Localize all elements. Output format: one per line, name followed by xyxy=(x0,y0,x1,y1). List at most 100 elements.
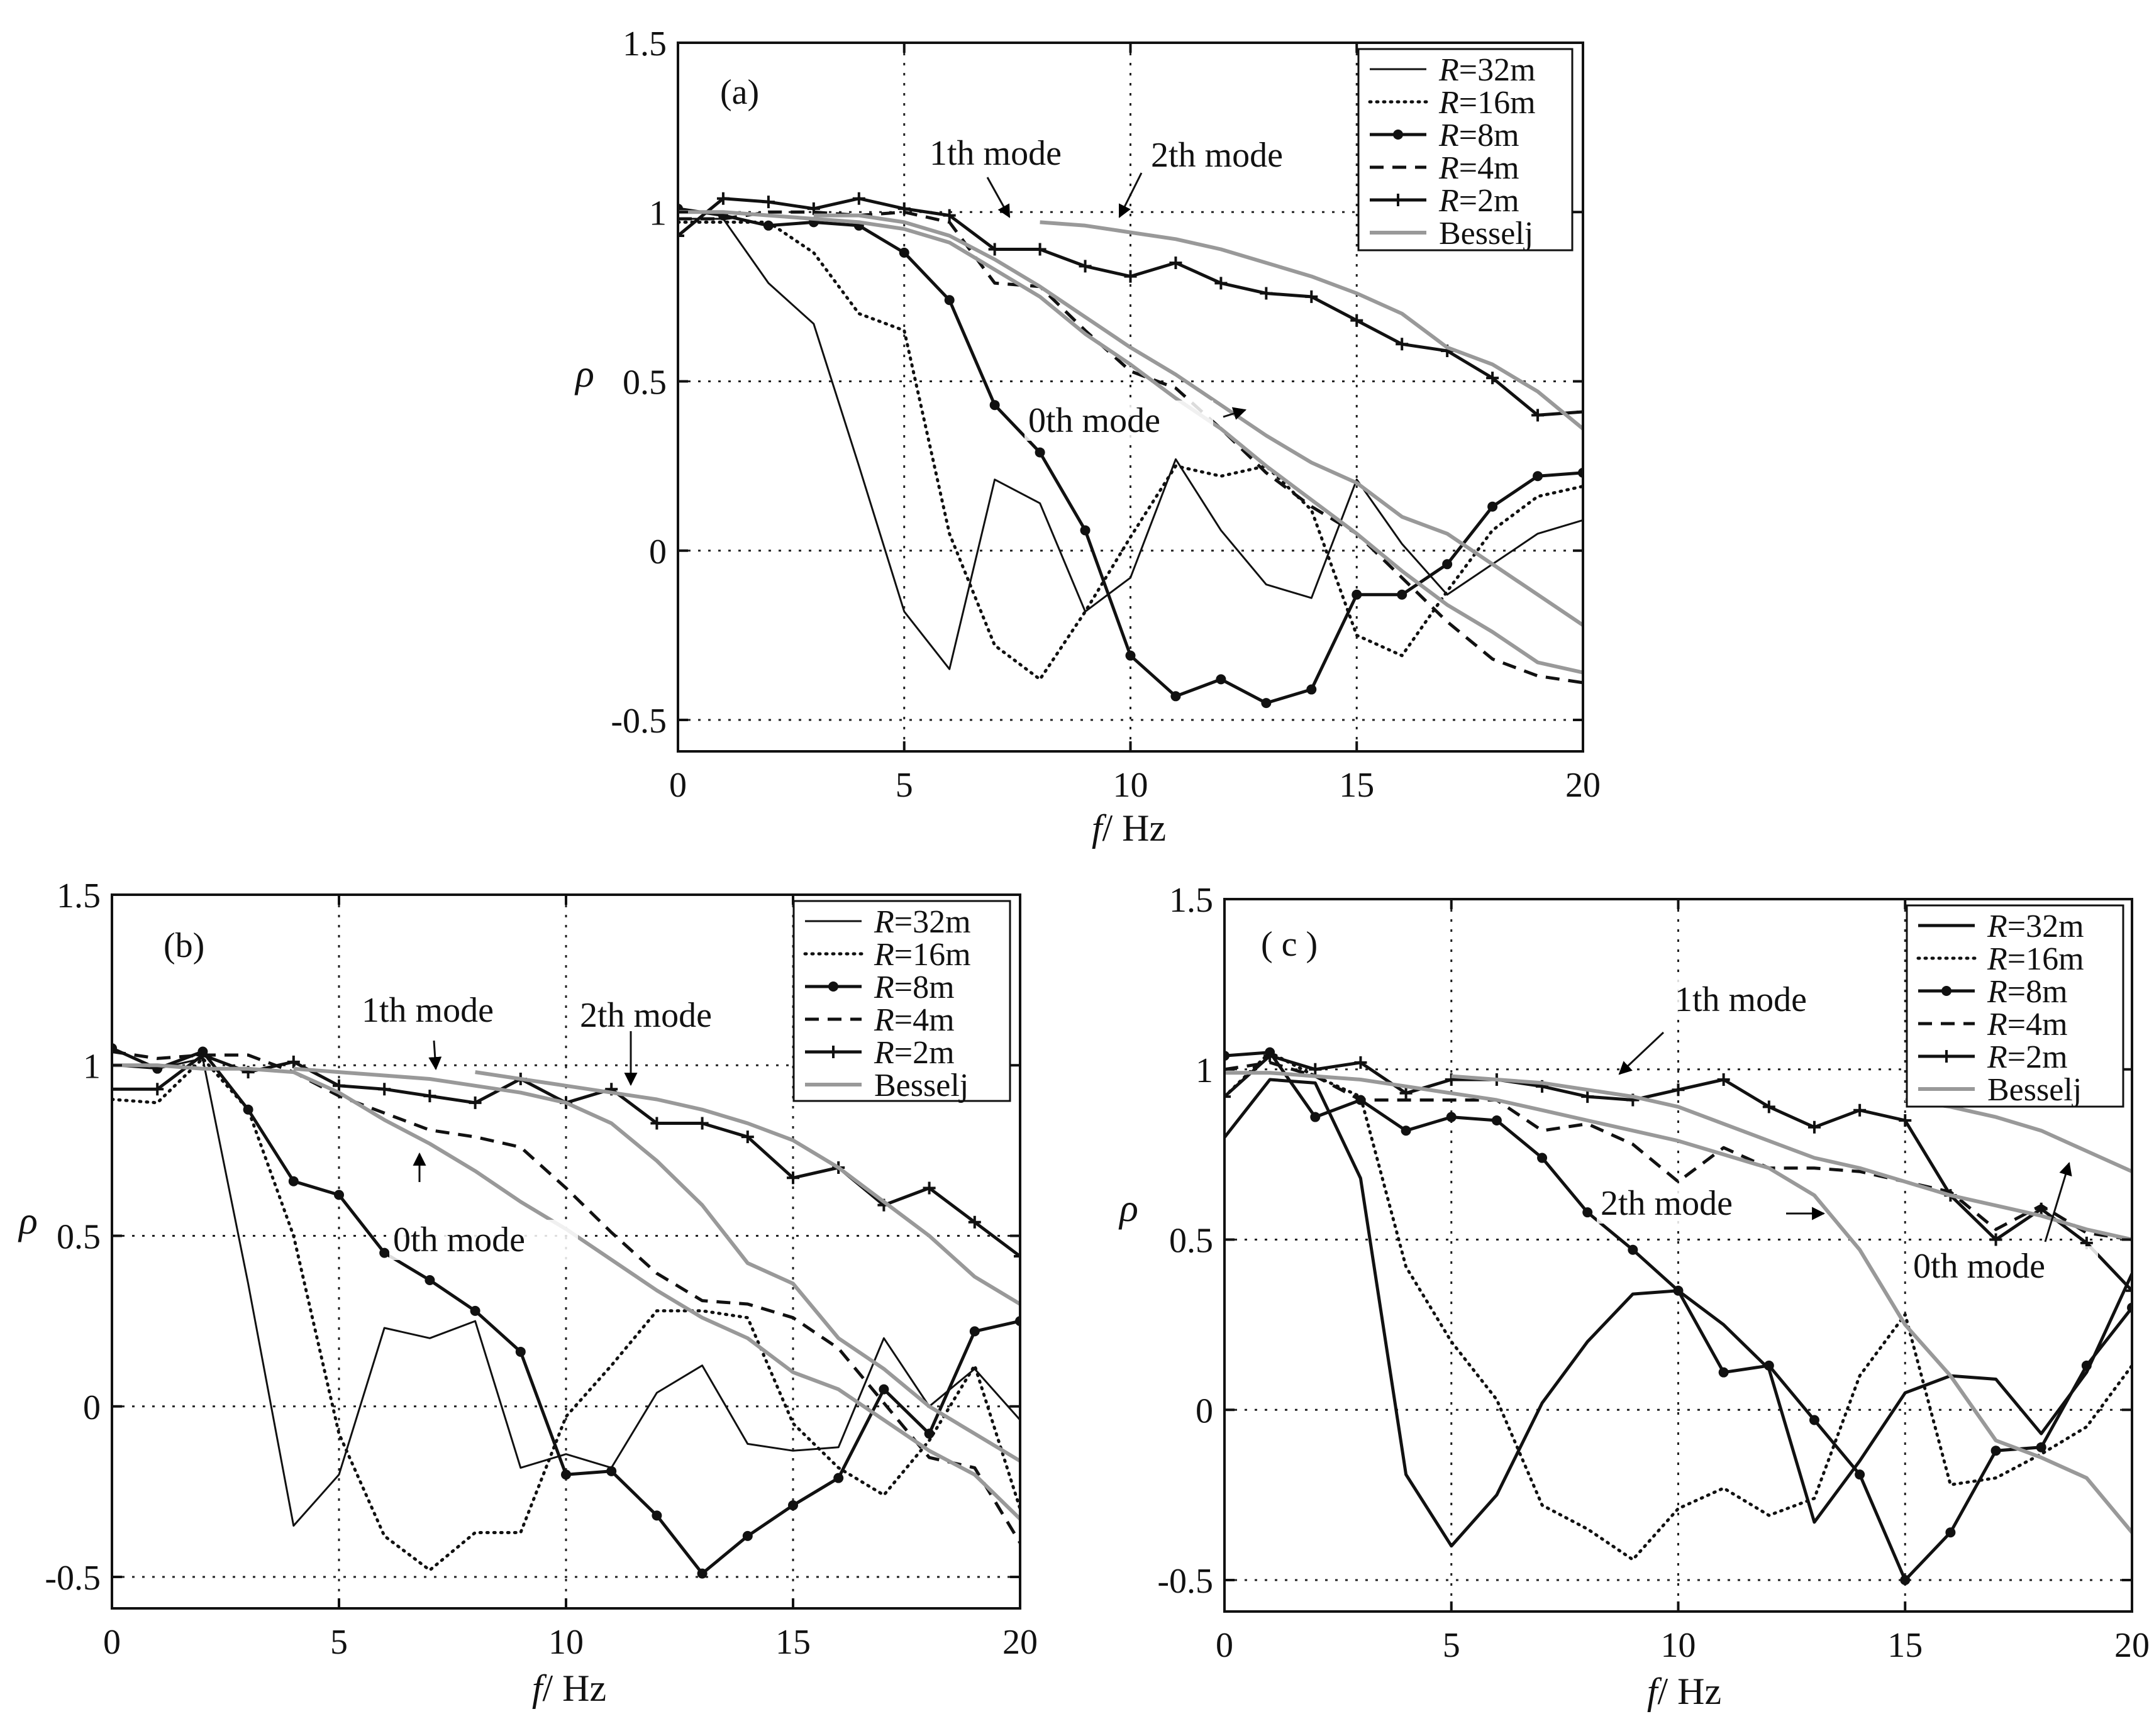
legend-value: =16m xyxy=(894,937,971,973)
data-point xyxy=(1352,589,1362,600)
data-point xyxy=(1899,1114,1912,1127)
legend-label: Besselj xyxy=(1987,1072,2082,1108)
annotation-arrow xyxy=(1223,407,1247,420)
data-point xyxy=(1445,1073,1458,1086)
data-point xyxy=(1305,290,1318,303)
series-line-r-32m xyxy=(112,1057,1020,1527)
data-point xyxy=(1989,1233,2002,1246)
legend-var: R xyxy=(874,1002,894,1038)
data-point xyxy=(1628,1244,1638,1255)
data-point xyxy=(1401,1125,1411,1136)
legend-var: R xyxy=(1438,183,1459,219)
data-point xyxy=(852,192,865,205)
annotation-label: 2th mode xyxy=(580,996,712,1035)
series-line-besselj-0th xyxy=(112,1063,1020,1520)
annotation-arrow xyxy=(1618,1031,1665,1075)
legend-label: Besselj xyxy=(874,1068,969,1103)
legend-var: R xyxy=(1438,52,1459,88)
annotation-bg xyxy=(1597,1183,1785,1224)
y-tick-label: -0.5 xyxy=(1157,1562,1213,1601)
annotation-label: 2th mode xyxy=(1601,1184,1733,1223)
data-point xyxy=(1260,287,1273,300)
data-point xyxy=(897,202,911,215)
data-point xyxy=(1900,1575,1911,1585)
data-point xyxy=(1170,691,1181,702)
x-axis-unit: / Hz xyxy=(543,1667,607,1709)
data-point xyxy=(787,1171,799,1185)
legend-value: =4m xyxy=(2007,1007,2068,1042)
legend-label: R=32m xyxy=(1438,52,1536,88)
data-point xyxy=(379,1247,390,1258)
legend-label: R=2m xyxy=(1438,183,1519,219)
data-point xyxy=(1442,559,1453,570)
data-point xyxy=(652,1510,662,1521)
data-point xyxy=(1577,405,1583,418)
annotation-arrow xyxy=(428,1040,442,1071)
data-point xyxy=(1214,277,1228,290)
data-point xyxy=(1306,684,1317,695)
data-point xyxy=(2126,1284,2132,1297)
annotation-label: 1th mode xyxy=(1675,980,1807,1019)
annotation-label: 0th mode xyxy=(1913,1247,2045,1286)
series-line-besselj-2th xyxy=(1040,220,1583,431)
legend-label: R=4m xyxy=(1438,150,1519,186)
series-line-besselj-2th xyxy=(1904,1098,2132,1173)
legend-label: R=16m xyxy=(1438,85,1536,121)
annotation-arrow xyxy=(2044,1161,2072,1242)
annotation-label: 2th mode xyxy=(1151,136,1283,175)
data-point xyxy=(287,1055,300,1068)
data-point xyxy=(1224,1090,1231,1103)
panel-label: (b) xyxy=(164,926,204,965)
legend-var: R xyxy=(1987,1007,2007,1042)
legend-value: =4m xyxy=(894,1002,955,1038)
data-point xyxy=(112,1083,118,1096)
data-point xyxy=(741,1131,754,1144)
series-line-r-32m xyxy=(678,218,1583,670)
data-point xyxy=(650,1117,663,1130)
y-tick-label: 0.5 xyxy=(623,363,667,402)
legend-value: =8m xyxy=(1459,118,1519,153)
data-point xyxy=(968,1215,981,1229)
panel-label: (a) xyxy=(720,73,759,112)
annotation-label: 1th mode xyxy=(930,134,1062,173)
series-line-besselj-1th xyxy=(1451,1074,2132,1242)
x-tick-label: 20 xyxy=(1565,766,1601,805)
data-point xyxy=(1491,1115,1502,1125)
series-line-r-16m xyxy=(112,1056,1020,1572)
data-point xyxy=(1263,1049,1277,1063)
data-point xyxy=(1216,674,1226,685)
grid xyxy=(678,43,1583,751)
data-point xyxy=(334,1190,344,1200)
legend-value: =2m xyxy=(2007,1039,2068,1075)
x-tick-label: 5 xyxy=(896,766,913,805)
data-point xyxy=(1035,447,1045,458)
y-tick-label: 0 xyxy=(649,533,667,572)
legend-var: R xyxy=(1987,941,2007,977)
series-line-besselj-1th xyxy=(293,1066,1020,1463)
annotation-bg xyxy=(926,133,1114,174)
legend-value: =2m xyxy=(894,1035,955,1071)
annotation-bg xyxy=(1909,1246,2098,1286)
legend-value: =16m xyxy=(1459,85,1536,121)
annotation-bg xyxy=(1024,401,1213,441)
series-line-r-16m xyxy=(678,220,1583,681)
data-point xyxy=(1397,589,1407,600)
annotation-bg xyxy=(1671,980,1860,1020)
data-point xyxy=(1718,1367,1729,1378)
y-axis-label: ρ xyxy=(18,1200,38,1242)
data-point xyxy=(1990,1446,2001,1456)
legend-value: =32m xyxy=(1459,52,1536,88)
data-point xyxy=(762,196,775,209)
data-point xyxy=(879,1384,889,1395)
y-tick-label: 1 xyxy=(83,1047,101,1086)
data-point xyxy=(1531,409,1545,422)
data-point xyxy=(969,1326,980,1337)
data-point xyxy=(1310,1112,1321,1122)
series-line-r-4m xyxy=(1224,1061,2132,1241)
x-tick-label: 5 xyxy=(330,1623,348,1662)
data-point xyxy=(2036,1442,2046,1452)
legend-label: Besselj xyxy=(1439,216,1533,252)
data-point xyxy=(1079,260,1092,273)
